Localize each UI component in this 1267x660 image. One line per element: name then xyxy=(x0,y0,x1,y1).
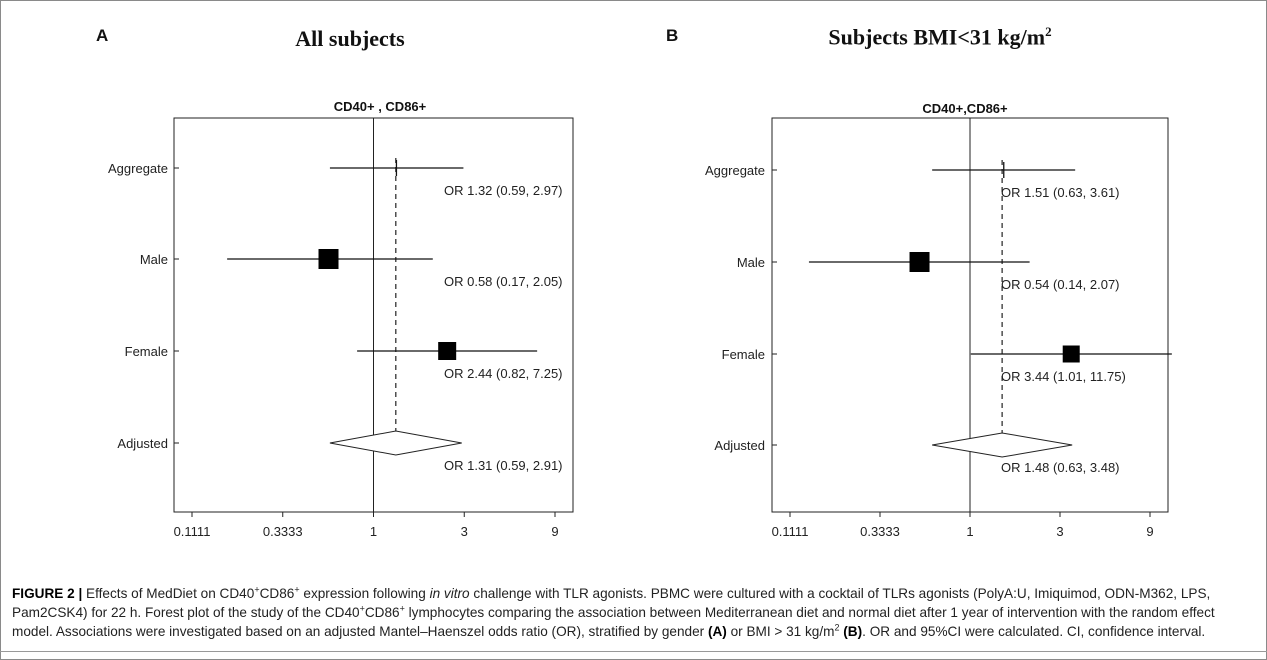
row-label-male: Male xyxy=(737,255,765,270)
row-label-male: Male xyxy=(140,252,168,267)
estimate-square-male xyxy=(318,249,339,269)
caption-italic: in vitro xyxy=(429,586,470,601)
x-tick-label: 3 xyxy=(461,524,468,539)
x-tick-label: 0.3333 xyxy=(263,524,303,539)
estimate-square-female xyxy=(438,342,457,360)
caption-sup: 2 xyxy=(834,622,840,633)
x-tick-label: 3 xyxy=(1056,524,1063,539)
row-label-aggregate: Aggregate xyxy=(705,163,765,178)
plot-subtitle: CD40+ , CD86+ xyxy=(334,99,427,114)
caption-label: FIGURE 2 | xyxy=(12,586,83,601)
row-label-aggregate: Aggregate xyxy=(108,161,168,176)
panel-b-letter: B xyxy=(666,26,679,45)
row-label-female: Female xyxy=(125,344,168,359)
forest-plot-a: CD40+ , CD86+ 0.1111 0.3333 1 3 9 Aggregate OR … xyxy=(108,99,574,539)
caption-text: Effects of MedDiet on CD40 xyxy=(82,586,255,601)
or-label-male: OR 0.58 (0.17, 2.05) xyxy=(444,274,563,289)
x-tick-label: 1 xyxy=(370,524,377,539)
row-label-adjusted: Adjusted xyxy=(714,438,765,453)
caption-text: lymphocytes comparing the association be… xyxy=(12,605,1215,639)
plot-subtitle: CD40+,CD86+ xyxy=(922,101,1008,116)
caption-sup: + xyxy=(294,584,300,595)
panel-a-letter: A xyxy=(96,26,109,45)
row-label-female: Female xyxy=(722,347,765,362)
row-label-adjusted: Adjusted xyxy=(117,436,168,451)
bottom-rule xyxy=(0,651,1267,652)
x-tick-label: 0.1111 xyxy=(174,524,211,539)
figure-caption: FIGURE 2 | Effects of MedDiet on CD40+CD… xyxy=(12,584,1252,641)
x-tick-label: 0.3333 xyxy=(860,524,900,539)
pooled-diamond xyxy=(329,430,462,456)
panel-b-title-text: Subjects BMI<31 kg/m xyxy=(828,24,1046,50)
or-label-adjusted: OR 1.31 (0.59, 2.91) xyxy=(444,458,563,473)
estimate-square-male xyxy=(909,252,930,272)
caption-text: or BMI > 31 kg/m xyxy=(726,624,835,639)
x-tick-label: 9 xyxy=(551,524,558,539)
caption-sup: + xyxy=(254,584,260,595)
estimate-square-female xyxy=(1062,345,1080,363)
x-tick-label: 0.1111 xyxy=(772,524,809,539)
panel-b-title: Subjects BMI<31 kg/m2 xyxy=(780,24,1100,50)
panel-b-title-superscript: 2 xyxy=(1045,24,1052,39)
x-tick-label: 9 xyxy=(1146,524,1153,539)
x-tick-label: 1 xyxy=(966,524,973,539)
caption-panel-ref-b: (B) xyxy=(843,624,863,639)
or-label-adjusted: OR 1.48 (0.63, 3.48) xyxy=(1001,460,1120,475)
or-label-female: OR 2.44 (0.82, 7.25) xyxy=(444,366,563,381)
or-label-aggregate: OR 1.32 (0.59, 2.97) xyxy=(444,183,563,198)
caption-text: expression following xyxy=(299,586,430,601)
or-label-male: OR 0.54 (0.14, 2.07) xyxy=(1001,277,1120,292)
panel-a-title: All subjects xyxy=(295,26,405,51)
caption-panel-ref-a: (A) xyxy=(707,624,727,639)
caption-sup: + xyxy=(359,603,365,614)
forest-plot-b: CD40+,CD86+ 0.1111 0.3333 1 3 9 Aggregate OR 1.… xyxy=(705,101,1172,539)
caption-text: . OR and 95%CI were calculated. CI, conf… xyxy=(862,624,1206,639)
caption-text: CD86 xyxy=(259,586,295,601)
or-label-female: OR 3.44 (1.01, 11.75) xyxy=(1001,369,1126,384)
caption-text: CD86 xyxy=(364,605,400,620)
caption-text: challenge with TLR agonists. PBMC were c… xyxy=(12,586,1211,620)
pooled-diamond xyxy=(932,432,1073,458)
or-label-aggregate: OR 1.51 (0.63, 3.61) xyxy=(1001,185,1120,200)
caption-sup: + xyxy=(399,603,405,614)
